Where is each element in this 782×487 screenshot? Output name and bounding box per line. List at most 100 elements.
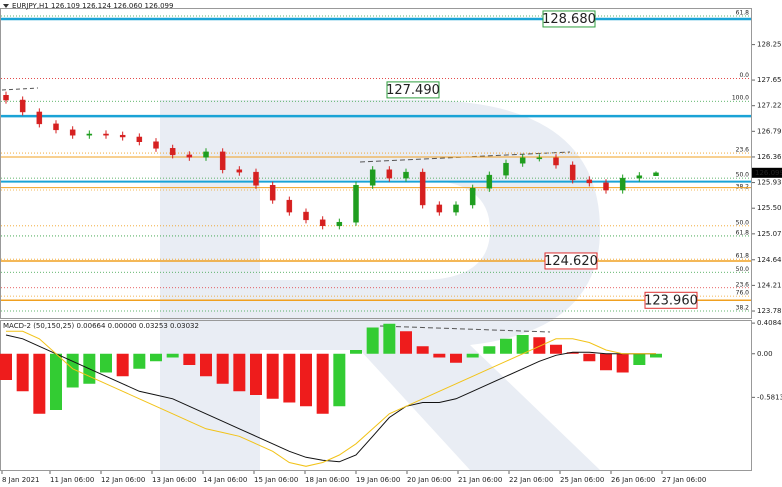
y-tick-label: 127.655 [757,76,782,84]
x-tick-label: 15 Jan 06:00 [254,476,298,484]
macd-bar [316,353,329,414]
macd-bar [633,353,646,365]
candle-body [36,111,43,125]
x-tick-label: 12 Jan 06:00 [101,476,145,484]
x-tick-label: 26 Jan 06:00 [611,476,655,484]
price-label-box [544,252,598,270]
macd-bar [116,353,129,377]
macd-bar [150,353,162,362]
candle-body [19,99,26,113]
candle-body [119,134,126,138]
macd-bar [16,353,29,392]
macd-bar [433,353,446,358]
macd-bar [216,353,229,384]
candle-body [269,185,276,201]
candle-body [536,157,543,160]
y-tick-label: 125.505 [757,204,782,212]
macd-bar [516,335,529,354]
y-tick-label: 125.935 [757,179,782,187]
macd-bar [583,353,596,362]
y-tick-label: 0.40847 [757,319,782,327]
current-price-box [752,167,782,178]
candle-body [219,151,226,171]
candle-body [419,171,426,206]
x-tick-label: 20 Jan 06:00 [407,476,451,484]
candle-body [86,133,93,136]
candle-body [203,151,209,158]
candle-body [469,187,476,206]
candle-body [403,171,409,179]
candle-body [303,211,309,221]
macd-bar [450,353,462,363]
candle-body [286,199,293,213]
macd-bar [650,353,662,358]
menu-arrow[interactable] [3,4,9,8]
macd-bar [266,353,279,399]
macd-bar [533,337,546,354]
candle-body [486,174,493,189]
fib-level-label: 23.6 [736,147,750,154]
macd-bar [483,346,496,354]
y-tick-label: 127.225 [757,102,782,110]
macd-panel-frame [0,320,752,471]
fib-level-label: 50.0 [736,266,750,273]
fib-level-label: 38.2 [736,305,750,312]
candle-body [453,204,459,213]
candle-body [153,141,159,149]
candle-body [586,179,593,184]
candle-body [519,157,526,164]
candle-body [553,157,559,166]
price-label-box [386,81,440,99]
y-tick-label: 125.075 [757,230,782,238]
fib-level-label: 76.0 [736,290,750,297]
candle-body [103,133,109,136]
y-tick-label: 0.00 [757,350,773,358]
y-tick-label: 124.640 [757,256,782,264]
macd-bar [550,344,562,354]
macd-bar [600,353,612,371]
fib-level-label: 23.6 [736,281,750,288]
price-label: 123.960 [644,293,698,308]
macd-bar [466,353,479,358]
candle-body [319,219,326,227]
x-tick-label: 11 Jan 06:00 [50,476,94,484]
fib-level-label: 50.0 [736,172,750,179]
trend-line [1,87,39,91]
y-tick-label: 128.250 [757,41,782,49]
price-label: 124.620 [544,254,598,269]
fib-level-label: 61.8 [736,9,750,16]
x-tick-label: 21 Jan 06:00 [458,476,502,484]
macd-bar [366,327,379,354]
fib-level-label: 100.0 [732,95,749,102]
watermark-r [160,100,600,470]
x-tick-label: 14 Jan 06:00 [203,476,247,484]
macd-bar [200,353,212,377]
candle-body [603,182,609,191]
macd-bar [100,353,112,373]
candle-body [386,169,393,179]
x-tick-label: 19 Jan 06:00 [356,476,400,484]
x-tick-label: 27 Jan 06:00 [662,476,706,484]
macd-bar [0,353,12,380]
fib-level-label: 0.0 [739,72,749,79]
macd-bar [250,353,262,395]
candle-body [619,177,626,191]
fib-level-label: 61.8 [736,229,750,236]
macd-bar [300,353,312,407]
current-price-label: 126.099 [755,169,782,177]
y-tick-label: 126.365 [757,153,782,161]
candle-body [636,175,643,179]
price-label-box [542,10,596,28]
candle-body [186,154,193,158]
fib-level-label: 50.0 [736,219,750,226]
candle-body [436,204,443,213]
candle-body [136,136,143,143]
candle-body [53,123,59,131]
macd-bar [233,353,246,392]
chart-header: EURJPY,H1 126.109 126.124 126.060 126.09… [12,2,173,10]
candle-body [353,185,359,223]
macd-bar [333,353,346,407]
trend-line [379,325,551,333]
macd-bar [500,338,512,354]
